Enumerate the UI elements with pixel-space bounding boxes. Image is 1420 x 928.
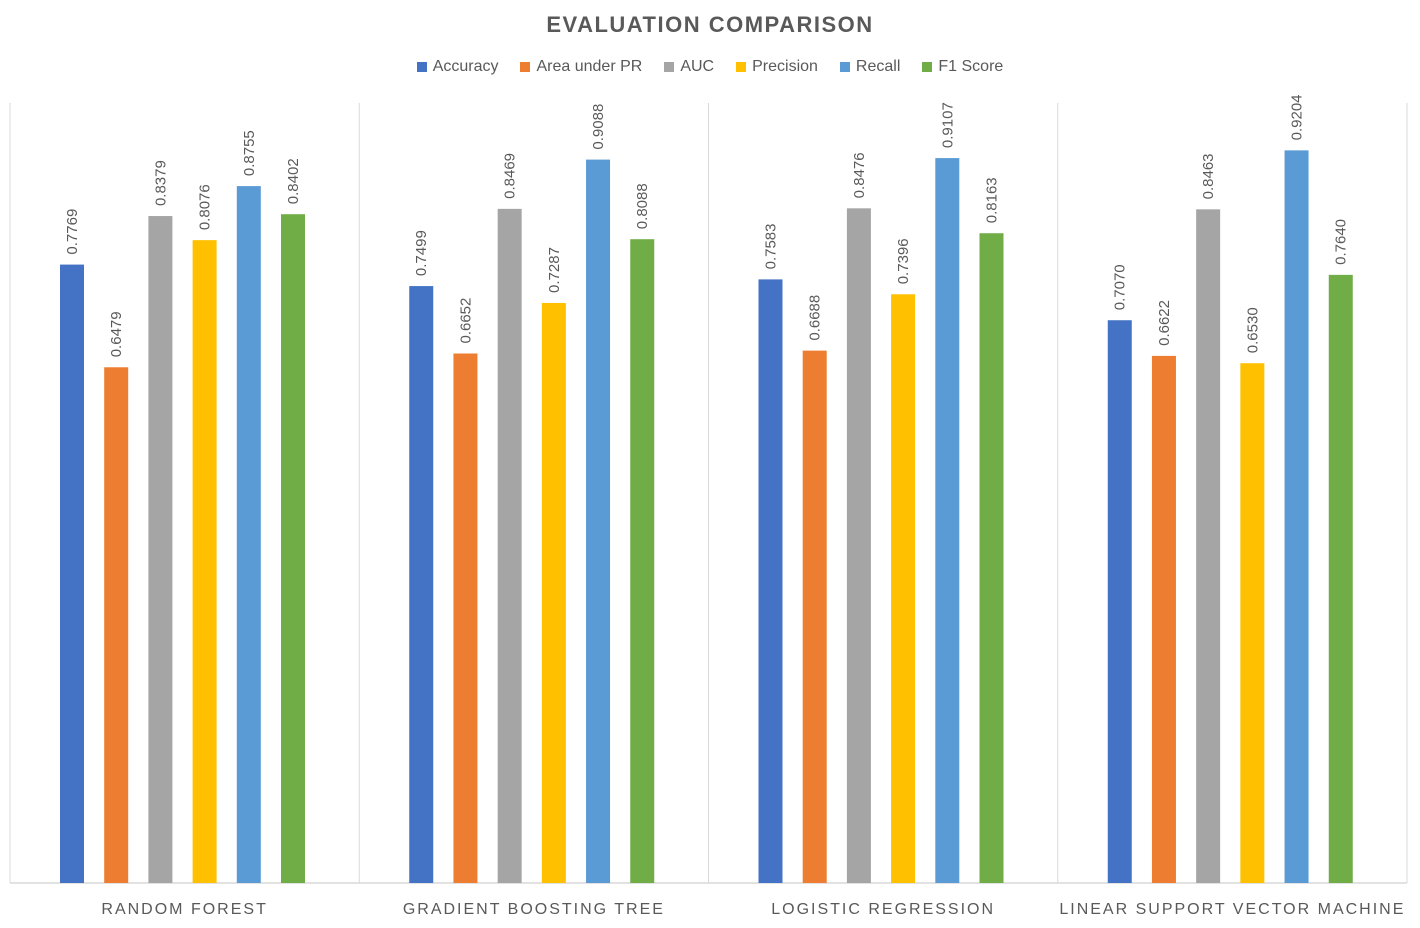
data-label-f1-score-linear-support-vector-machine: 0.7640 [1333,219,1350,265]
data-label-recall-random-forest: 0.8755 [241,130,258,176]
legend-item-area-under-pr: Area under PR [520,58,642,76]
data-label-f1-score-logistic-regression: 0.8163 [984,177,1001,223]
chart-title: EVALUATION COMPARISON [546,12,874,37]
category-label-logistic-regression: LOGISTIC REGRESSION [771,901,995,918]
bar-recall-linear-support-vector-machine [1284,150,1309,884]
data-label-precision-random-forest: 0.8076 [197,184,214,230]
bar-precision-random-forest [192,240,217,884]
data-label-recall-logistic-regression: 0.9107 [939,102,956,148]
data-label-area-under-pr-random-forest: 0.6479 [108,311,125,357]
data-label-auc-linear-support-vector-machine: 0.8463 [1200,153,1217,199]
bar-f1-score-logistic-regression [979,233,1004,883]
bar-area-under-pr-logistic-regression [802,350,827,883]
category-label-linear-support-vector-machine: LINEAR SUPPORT VECTOR MACHINE [1059,901,1405,918]
data-label-recall-linear-support-vector-machine: 0.9204 [1289,94,1306,140]
bar-auc-random-forest [148,216,173,883]
legend-label-area-under-pr: Area under PR [536,58,643,75]
legend-label-f1-score: F1 Score [938,58,1004,75]
bar-accuracy-gradient-boosting-tree [409,286,434,883]
legend-swatch-recall [839,62,850,72]
legend-item-recall: Recall [839,58,901,76]
bar-recall-gradient-boosting-tree [586,159,611,883]
data-label-area-under-pr-linear-support-vector-machine: 0.6622 [1156,300,1173,346]
data-label-area-under-pr-gradient-boosting-tree: 0.6652 [457,298,474,344]
bar-f1-score-linear-support-vector-machine [1328,274,1353,884]
legend-label-recall: Recall [855,58,901,75]
legend-label-auc: AUC [680,58,715,75]
bar-auc-logistic-regression [846,208,871,883]
data-label-accuracy-linear-support-vector-machine: 0.7070 [1112,264,1129,310]
bar-f1-score-random-forest [281,214,305,883]
bar-f1-score-gradient-boosting-tree [630,239,655,884]
bar-auc-linear-support-vector-machine [1196,209,1221,883]
bar-precision-linear-support-vector-machine [1240,363,1265,883]
data-label-accuracy-random-forest: 0.7769 [64,209,81,255]
legend-swatch-precision [736,62,747,72]
data-label-auc-gradient-boosting-tree: 0.8469 [502,153,519,199]
legend-swatch-auc [664,62,675,72]
legend: Accuracy Area under PR AUC Precision Rec… [0,58,1420,76]
data-label-f1-score-random-forest: 0.8402 [285,158,302,204]
bar-area-under-pr-random-forest [104,367,129,883]
legend-item-accuracy: Accuracy [416,58,499,76]
data-label-precision-logistic-regression: 0.7396 [895,238,912,284]
bar-area-under-pr-linear-support-vector-machine [1151,355,1176,883]
category-label-gradient-boosting-tree: GRADIENT BOOSTING TREE [403,901,665,918]
data-label-f1-score-gradient-boosting-tree: 0.8088 [634,183,651,229]
data-label-recall-gradient-boosting-tree: 0.9088 [590,104,607,150]
bar-area-under-pr-gradient-boosting-tree [453,353,478,883]
legend-swatch-area-under-pr [520,62,531,72]
data-label-accuracy-logistic-regression: 0.7583 [763,224,780,270]
legend-swatch-accuracy [416,62,427,72]
data-label-auc-random-forest: 0.8379 [152,160,169,206]
bar-auc-gradient-boosting-tree [497,208,522,883]
legend-item-auc: AUC [664,58,714,76]
data-label-precision-linear-support-vector-machine: 0.6530 [1244,307,1261,353]
bar-accuracy-random-forest [60,264,84,883]
bar-recall-random-forest [236,186,261,884]
bar-accuracy-linear-support-vector-machine [1107,320,1132,883]
legend-item-precision: Precision [736,58,818,76]
bar-precision-logistic-regression [891,294,916,883]
data-label-accuracy-gradient-boosting-tree: 0.7499 [413,230,430,276]
legend-item-f1-score: F1 Score [922,58,1003,76]
bar-recall-logistic-regression [935,158,960,884]
bar-precision-gradient-boosting-tree [541,302,566,883]
data-label-area-under-pr-logistic-regression: 0.6688 [807,295,824,341]
category-label-random-forest: RANDOM FOREST [101,901,267,918]
data-label-precision-gradient-boosting-tree: 0.7287 [546,247,563,293]
legend-label-accuracy: Accuracy [432,58,499,75]
legend-swatch-f1-score [922,62,933,72]
bar-accuracy-logistic-regression [758,279,783,883]
data-label-auc-logistic-regression: 0.8476 [851,152,868,198]
legend-label-precision: Precision [752,58,818,75]
